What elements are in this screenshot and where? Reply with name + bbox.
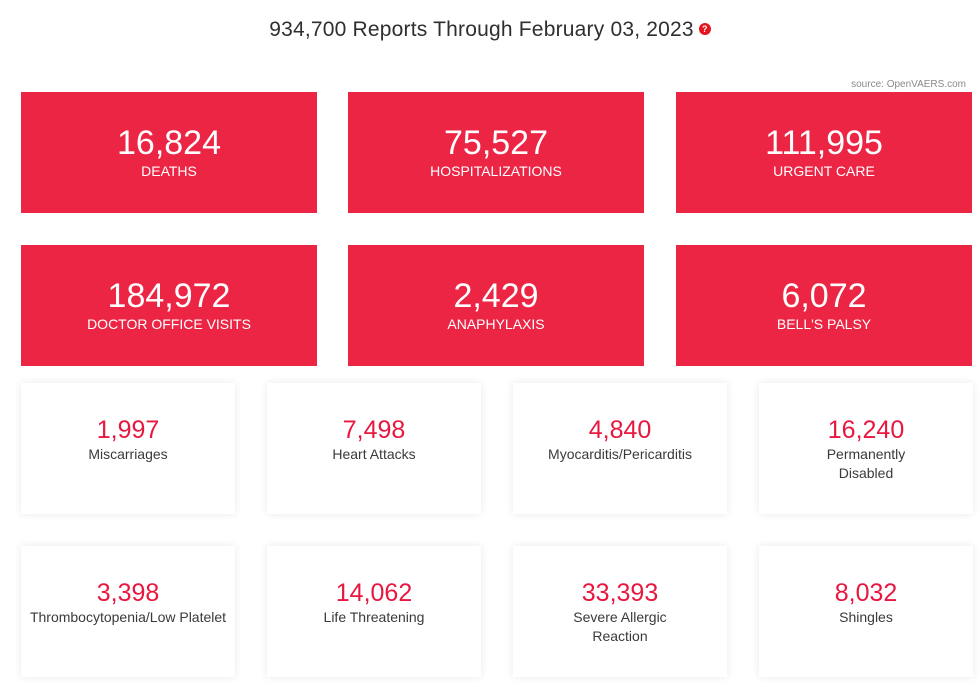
stat-card-life-threatening: 14,062 Life Threatening xyxy=(267,546,481,677)
stat-value: 2,429 xyxy=(453,277,539,315)
stat-label: DOCTOR OFFICE VISITS xyxy=(87,316,251,332)
stat-label: BELL'S PALSY xyxy=(776,316,872,332)
stat-value: 1,997 xyxy=(96,416,160,444)
question-circle-icon[interactable]: ? xyxy=(698,23,711,36)
stat-card-miscarriages: 1,997 Miscarriages xyxy=(21,383,235,514)
stat-card-doctor-office-visits: 184,972 DOCTOR OFFICE VISITS xyxy=(21,245,317,366)
stat-value: 3,398 xyxy=(96,579,160,607)
stat-card-myocarditis: 4,840 Myocarditis/Pericarditis xyxy=(513,383,727,514)
page-title: 934,700 Reports Through February 03, 202… xyxy=(0,18,980,42)
stat-value: 184,972 xyxy=(107,277,231,315)
stat-card-permanently-disabled: 16,240 Permanently Disabled xyxy=(759,383,973,514)
stat-value: 75,527 xyxy=(444,124,548,162)
stat-value: 111,995 xyxy=(765,124,883,162)
stat-label: Heart Attacks xyxy=(332,446,416,462)
stat-card-shingles: 8,032 Shingles xyxy=(759,546,973,677)
stat-card-severe-allergic-reaction: 33,393 Severe Allergic Reaction xyxy=(513,546,727,677)
stat-label: Life Threatening xyxy=(323,609,425,625)
stat-label: Myocarditis/Pericarditis xyxy=(548,446,692,462)
stat-card-hospitalizations: 75,527 HOSPITALIZATIONS xyxy=(348,92,644,213)
stat-label: Shingles xyxy=(839,609,893,625)
stat-value: 4,840 xyxy=(588,416,652,444)
stat-label: Miscarriages xyxy=(88,446,168,462)
stat-value: 33,393 xyxy=(581,579,659,607)
stat-value: 16,240 xyxy=(827,416,905,444)
stat-card-deaths: 16,824 DEATHS xyxy=(21,92,317,213)
stat-value: 14,062 xyxy=(335,579,413,607)
stat-label: ANAPHYLAXIS xyxy=(447,316,545,332)
stat-card-urgent-care: 111,995 URGENT CARE xyxy=(676,92,972,213)
reports-headline: 934,700 Reports Through February 03, 202… xyxy=(269,18,694,41)
stat-label: Permanently Disabled xyxy=(826,446,906,481)
stat-card-bells-palsy: 6,072 BELL'S PALSY xyxy=(676,245,972,366)
stat-label: DEATHS xyxy=(141,163,197,179)
stat-value: 8,032 xyxy=(834,579,898,607)
stat-label: Thrombocytopenia/Low Platelet xyxy=(29,609,227,625)
stat-label: HOSPITALIZATIONS xyxy=(430,163,562,179)
stat-card-anaphylaxis: 2,429 ANAPHYLAXIS xyxy=(348,245,644,366)
stat-value: 16,824 xyxy=(117,124,221,162)
stat-value: 7,498 xyxy=(342,416,406,444)
stat-label: Severe Allergic Reaction xyxy=(573,609,667,644)
stat-card-heart-attacks: 7,498 Heart Attacks xyxy=(267,383,481,514)
source-attribution: source: OpenVAERS.com xyxy=(851,79,966,90)
stat-card-thrombocytopenia: 3,398 Thrombocytopenia/Low Platelet xyxy=(21,546,235,677)
stat-value: 6,072 xyxy=(781,277,867,315)
stat-label: URGENT CARE xyxy=(773,163,875,179)
